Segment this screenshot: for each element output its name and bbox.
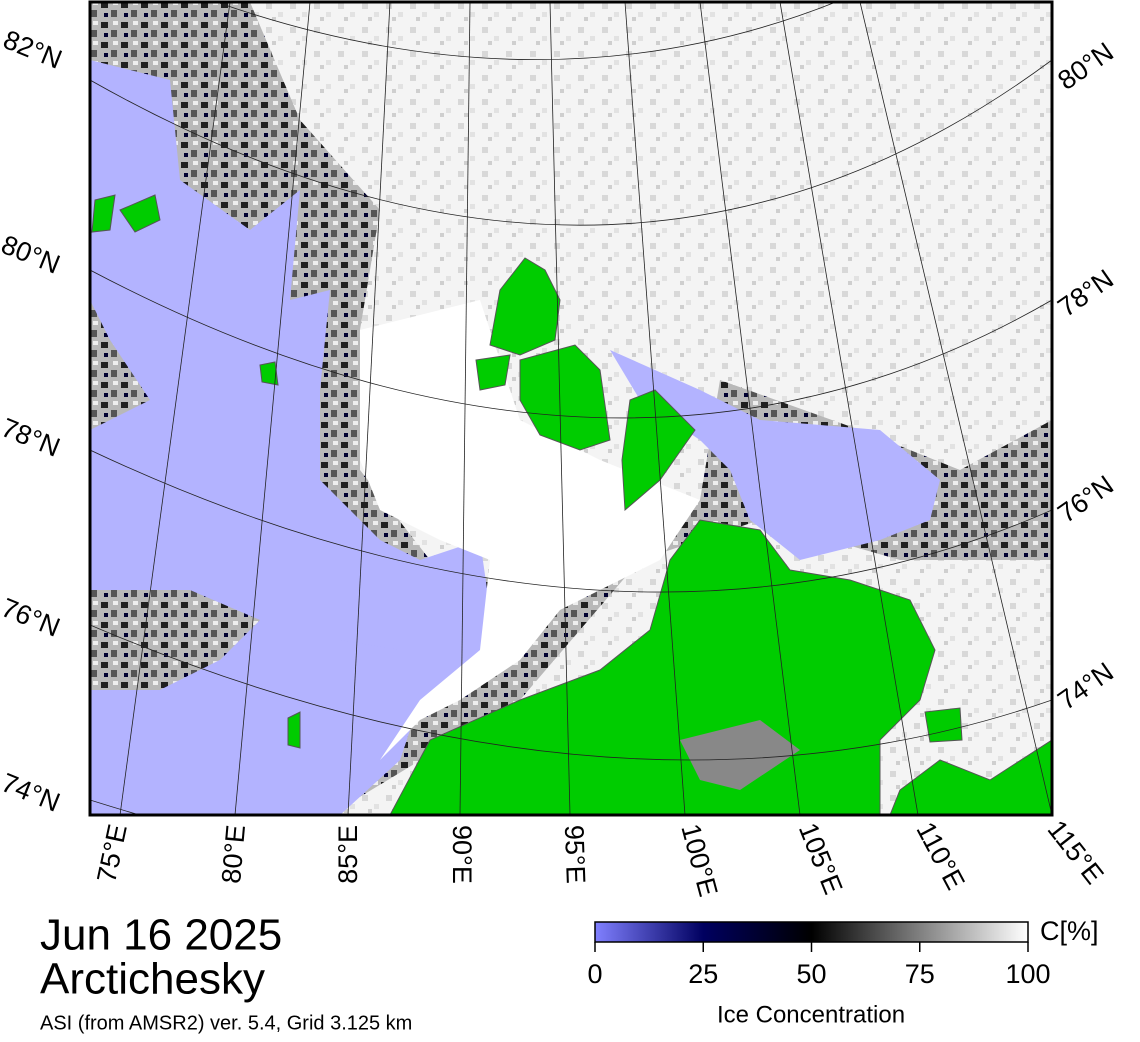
lon-label: 95°E — [559, 824, 591, 884]
lon-label: 90°E — [447, 825, 477, 884]
lon-label: 75°E — [91, 821, 133, 885]
source-note: ASI (from AMSR2) ver. 5.4, Grid 3.125 km — [40, 1012, 412, 1034]
lon-label: 100°E — [675, 821, 723, 900]
lon-label: 80°E — [216, 824, 251, 885]
land — [889, 739, 1052, 815]
lat-label: 76°N — [1052, 470, 1119, 529]
map-frame — [88, 0, 1054, 817]
lat-label: 82°N — [0, 24, 66, 74]
lon-label: 85°E — [333, 825, 363, 884]
colorbar-ramp — [594, 921, 1029, 943]
lat-label: 74°N — [0, 767, 64, 817]
land — [259, 361, 279, 386]
date: Jun 16 2025 — [40, 911, 282, 960]
land — [389, 519, 936, 815]
colorbar-title: Ice Concentration — [717, 1001, 905, 1028]
lat-label: 78°N — [1052, 264, 1119, 323]
open-water — [610, 350, 940, 560]
lon-label: 115°E — [1042, 815, 1110, 890]
land-elevation — [680, 720, 800, 790]
land — [91, 194, 116, 233]
graticule — [90, 2, 1052, 815]
lon-label: 110°E — [910, 817, 970, 895]
open-water-clear — [360, 300, 700, 760]
map-area — [90, 2, 1052, 815]
colorbar-tick-label: 0 — [587, 959, 602, 989]
colorbar-tick-label: 100 — [1005, 959, 1050, 989]
lat-label: 80°N — [1052, 37, 1119, 96]
region-name: Arctichesky — [40, 955, 265, 1004]
colorbar: C[%] Ice Concentration 0 25 50 75 100 — [587, 916, 1098, 1028]
land — [119, 194, 161, 233]
lat-label: 80°N — [0, 229, 64, 279]
open-water — [90, 60, 520, 815]
lat-label: 74°N — [1052, 657, 1119, 716]
land — [924, 707, 963, 743]
colorbar-unit: C[%] — [1040, 916, 1099, 946]
colorbar-tick-label: 50 — [796, 959, 826, 989]
open-water — [90, 640, 420, 815]
land — [475, 354, 511, 391]
lat-label: 78°N — [0, 412, 64, 462]
lon-label: 105°E — [793, 819, 848, 899]
lat-label: 76°N — [0, 592, 64, 642]
colorbar-tick-label: 25 — [688, 959, 718, 989]
colorbar-tick-label: 75 — [905, 959, 935, 989]
land — [287, 711, 301, 749]
land — [519, 344, 611, 451]
